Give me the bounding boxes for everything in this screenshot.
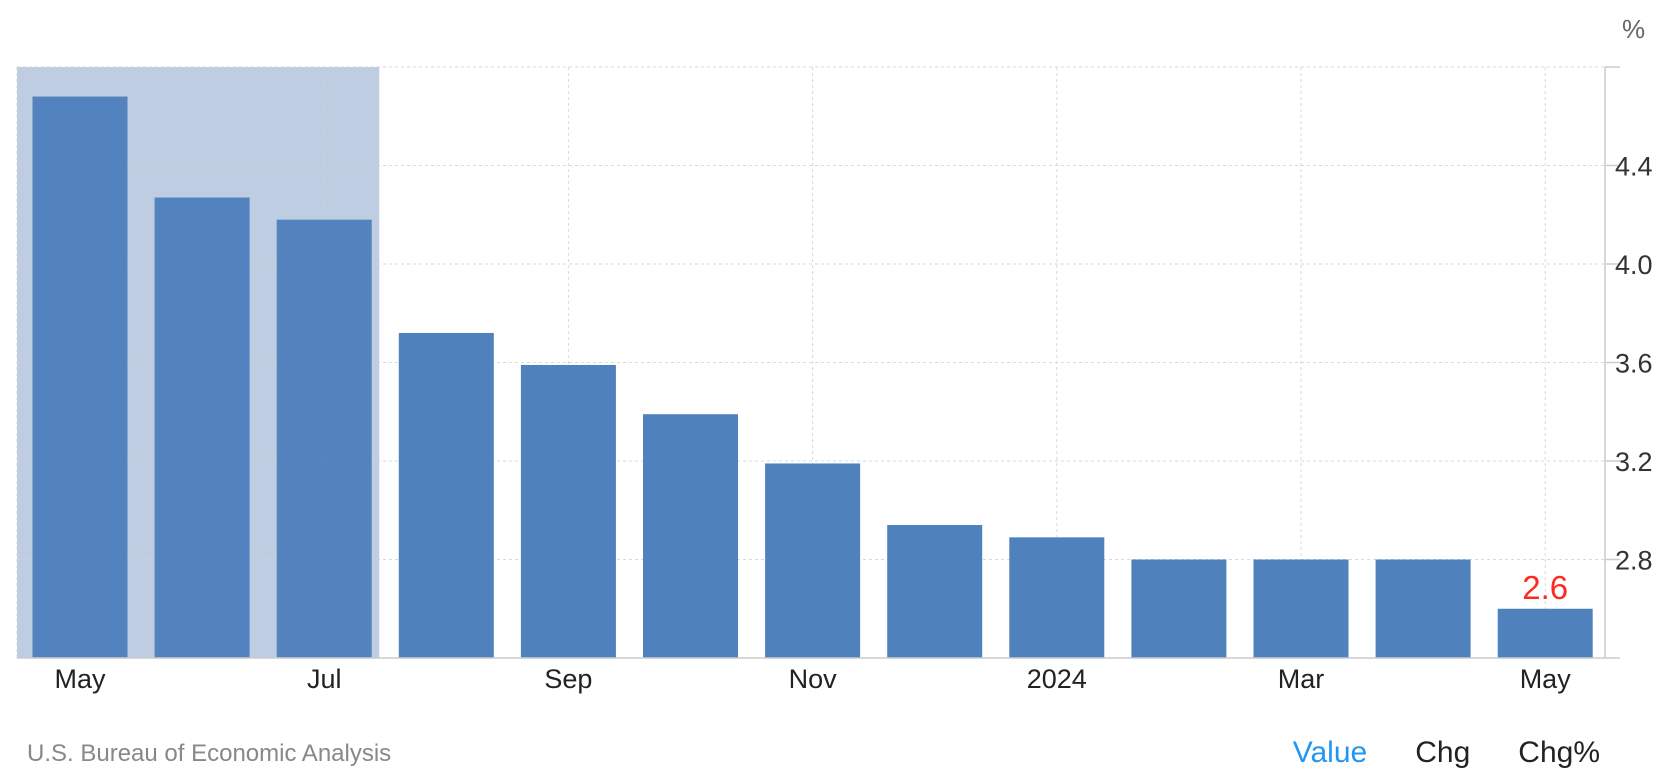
bar: [398, 332, 494, 658]
x-tick-label: Mar: [1278, 664, 1325, 694]
bar: [1253, 559, 1349, 658]
y-tick-label: 3.6: [1615, 349, 1653, 379]
footer: U.S. Bureau of Economic Analysis Value C…: [0, 718, 1670, 782]
bar: [276, 219, 372, 659]
x-tick-label: Jul: [307, 664, 342, 694]
last-value-label: 2.6: [1522, 569, 1568, 606]
bar: [154, 197, 250, 658]
x-tick-label: 2024: [1027, 664, 1087, 694]
bar-chart: 2.8 3.2 3.6 4.0 4.4% May Jul Sep Nov 2024 Mar May 2.…: [16, 14, 1653, 694]
bar: [643, 414, 738, 658]
bar: [765, 463, 861, 658]
tab-chg-pct[interactable]: Chg%: [1518, 736, 1600, 769]
bar: [32, 96, 128, 659]
source-label: U.S. Bureau of Economic Analysis: [27, 740, 392, 767]
x-tick-label: Sep: [544, 664, 592, 694]
bar: [1375, 559, 1471, 658]
highlight-overlay: [17, 67, 380, 658]
view-tabs: Value Chg Chg%: [1293, 736, 1600, 770]
bar: [520, 364, 616, 658]
bar: [887, 525, 983, 658]
y-tick-label: 4.0: [1615, 250, 1653, 280]
labels: 2.8 3.2 3.6 4.0 4.4% May Jul Sep Nov 2024 Mar May 2.…: [54, 14, 1652, 694]
bar: [1009, 537, 1105, 658]
y-tick-label: 2.8: [1615, 546, 1653, 576]
x-tick-label: May: [1520, 664, 1572, 694]
bars: [17, 67, 1593, 659]
axes: [17, 66, 1620, 659]
x-tick-label: May: [54, 664, 106, 694]
tab-value[interactable]: Value: [1292, 736, 1368, 769]
x-tick-label: Nov: [789, 664, 838, 694]
bar: [1131, 559, 1227, 658]
tab-chg[interactable]: Chg: [1415, 736, 1471, 769]
y-unit-label: %: [1622, 14, 1645, 44]
bar: [1497, 608, 1593, 658]
y-tick-label: 3.2: [1615, 447, 1653, 477]
y-tick-label: 4.4: [1615, 152, 1653, 182]
